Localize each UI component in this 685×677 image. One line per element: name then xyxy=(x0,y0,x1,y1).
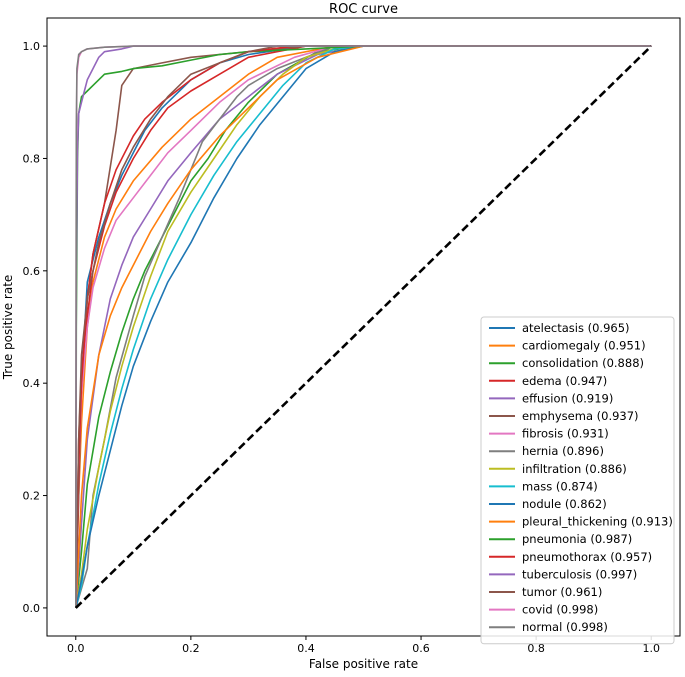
roc-curve-pleural-thickening xyxy=(75,45,652,608)
roc-curve-nodule xyxy=(75,45,652,609)
legend-entry-label: consolidation (0.888) xyxy=(522,356,644,370)
x-tick-label: 0.2 xyxy=(182,642,200,655)
legend-entry-label: edema (0.947) xyxy=(522,374,607,388)
legend-entry-label: cardiomegaly (0.951) xyxy=(522,339,646,353)
plot-area: 0.0 0.2 0.4 0.6 0.8 1.0 0.0 0.2 0.4 0.6 0.8 1.0 xyxy=(23,17,681,655)
roc-curve-tuberculosis xyxy=(75,45,652,608)
roc-curve-infiltration xyxy=(75,45,652,609)
y-tick-label: 0.0 xyxy=(23,602,41,615)
legend-entry-label: covid (0.998) xyxy=(522,603,598,617)
legend-frame xyxy=(480,316,675,645)
legend-entry-label: effusion (0.919) xyxy=(522,391,613,405)
x-tick-label: 1.0 xyxy=(642,642,660,655)
legend-entry-label: emphysema (0.937) xyxy=(522,409,639,423)
x-tick-label: 0.4 xyxy=(297,642,315,655)
roc-curve-tumor xyxy=(75,45,652,608)
legend-entry-label: pleural_thickening (0.913) xyxy=(522,515,673,529)
roc-curves xyxy=(75,45,652,609)
y-tick-label: 1.0 xyxy=(23,40,41,53)
x-axis-ticks: 0.0 0.2 0.4 0.6 0.8 1.0 xyxy=(67,636,660,655)
legend-entry-label: pneumothorax (0.957) xyxy=(522,550,652,564)
legend-entry-label: nodule (0.862) xyxy=(522,497,607,511)
legend: atelectasis (0.965) cardiomegaly (0.951) c… xyxy=(480,316,675,645)
x-axis-label: False positive rate xyxy=(309,657,418,671)
y-axis-ticks: 0.0 0.2 0.4 0.6 0.8 1.0 xyxy=(23,40,47,615)
y-tick-label: 0.8 xyxy=(23,152,41,165)
y-tick-label: 0.2 xyxy=(23,490,41,503)
x-tick-label: 0.0 xyxy=(67,642,85,655)
legend-entry-label: tumor (0.961) xyxy=(522,585,602,599)
legend-entry-label: pneumonia (0.987) xyxy=(522,532,632,546)
legend-entry-label: fibrosis (0.931) xyxy=(522,427,609,441)
chance-diagonal-line xyxy=(74,45,653,609)
chart-title: ROC curve xyxy=(329,2,398,17)
legend-entry-label: tuberculosis (0.997) xyxy=(522,567,637,581)
axes-frame xyxy=(46,17,681,637)
y-tick-label: 0.6 xyxy=(23,265,41,278)
legend-entry-label: normal (0.998) xyxy=(522,620,608,634)
roc-curve-fibrosis xyxy=(75,45,652,608)
x-tick-label: 0.6 xyxy=(412,642,430,655)
x-tick-label: 0.8 xyxy=(527,642,545,655)
y-axis-label: True positive rate xyxy=(1,275,15,381)
legend-entry-label: atelectasis (0.965) xyxy=(522,321,630,335)
legend-entry-label: infiltration (0.886) xyxy=(522,462,627,476)
roc-curve-normal xyxy=(75,45,652,608)
legend-entry-label: hernia (0.896) xyxy=(522,444,604,458)
y-tick-label: 0.4 xyxy=(23,377,41,390)
roc-curve-cardiomegaly xyxy=(75,45,652,608)
legend-entry-label: mass (0.874) xyxy=(522,479,598,493)
